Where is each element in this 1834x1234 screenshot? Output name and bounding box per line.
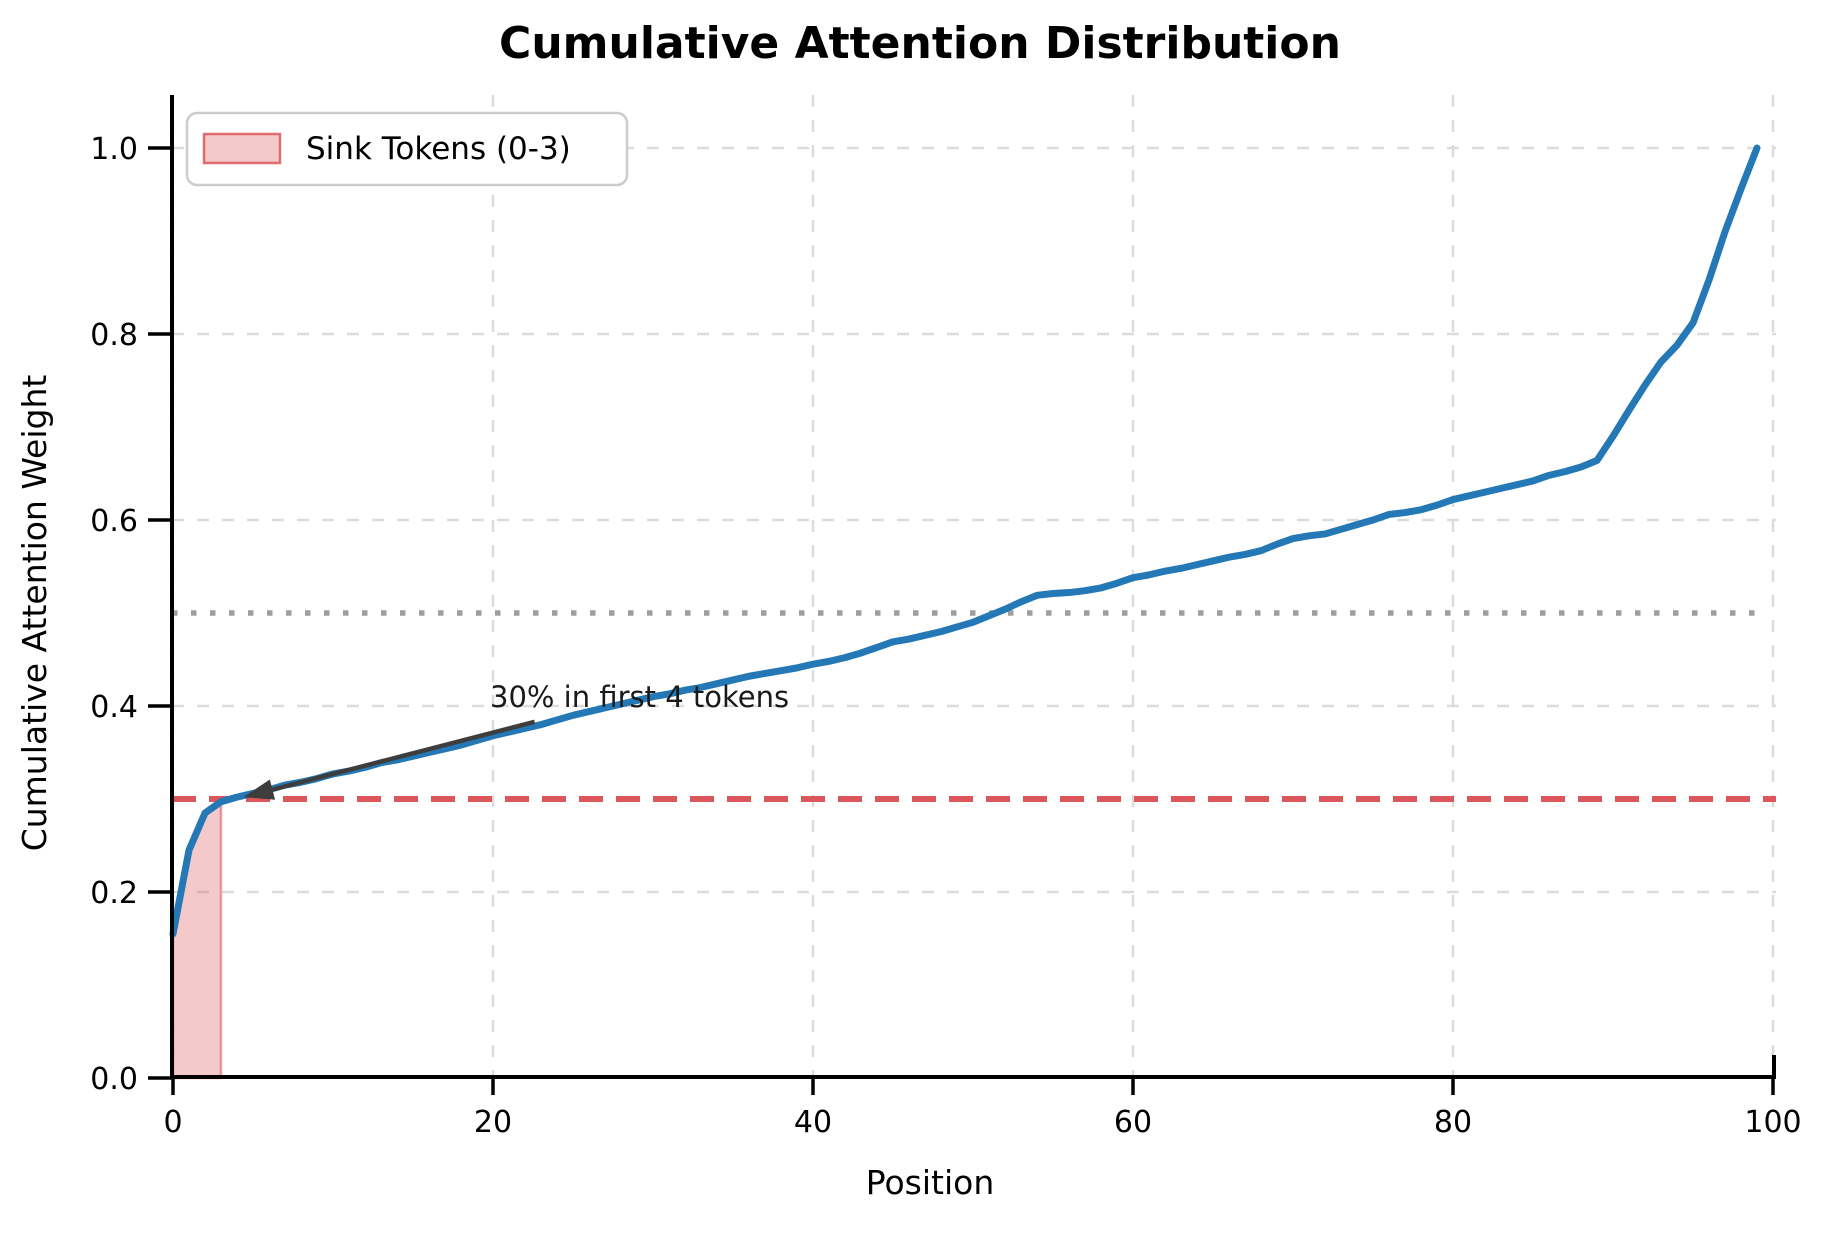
x-tick-label: 20 bbox=[474, 1105, 512, 1140]
cumulative-attention-line bbox=[169, 144, 1761, 938]
y-axis-label: Cumulative Attention Weight bbox=[15, 375, 54, 852]
x-tick-label: 80 bbox=[1434, 1105, 1472, 1140]
y-tick-label: 0.4 bbox=[90, 690, 138, 725]
cumulative-attention-polyline bbox=[169, 144, 1761, 938]
axes: 0 20 40 60 80 100 0.0 0.2 0.4 0.6 0.8 1.0 bbox=[90, 95, 1802, 1140]
grid-layer bbox=[171, 95, 1776, 1077]
y-tick-label: 0.6 bbox=[90, 504, 138, 539]
y-tick-label: 1.0 bbox=[90, 132, 138, 167]
legend-swatch-sink-tokens bbox=[202, 132, 282, 165]
y-tick-label: 0.8 bbox=[90, 318, 138, 353]
sink-token-region bbox=[171, 799, 223, 1080]
annotation-text: 30% in first 4 tokens bbox=[490, 680, 789, 714]
x-tick-label: 40 bbox=[794, 1105, 832, 1140]
annotation-arrow-head bbox=[243, 779, 276, 800]
x-tick-label: 0 bbox=[163, 1105, 182, 1140]
legend: Sink Tokens (0-3) bbox=[185, 111, 629, 187]
x-axis-label: Position bbox=[866, 1163, 995, 1202]
x-tick-label: 60 bbox=[1114, 1105, 1152, 1140]
y-tick-label: 0.2 bbox=[90, 876, 138, 911]
annotation: 30% in first 4 tokens bbox=[243, 680, 789, 800]
y-tick-label: 0.0 bbox=[90, 1062, 138, 1097]
annotation-arrow-shaft bbox=[271, 719, 536, 792]
x-tick-label: 100 bbox=[1744, 1105, 1801, 1140]
chart-title: Cumulative Attention Distribution bbox=[499, 18, 1341, 69]
threshold-lines bbox=[172, 610, 1776, 802]
legend-entry-label: Sink Tokens (0-3) bbox=[306, 131, 571, 167]
sink-region-polygon bbox=[171, 799, 223, 1080]
legend-box bbox=[185, 111, 629, 187]
